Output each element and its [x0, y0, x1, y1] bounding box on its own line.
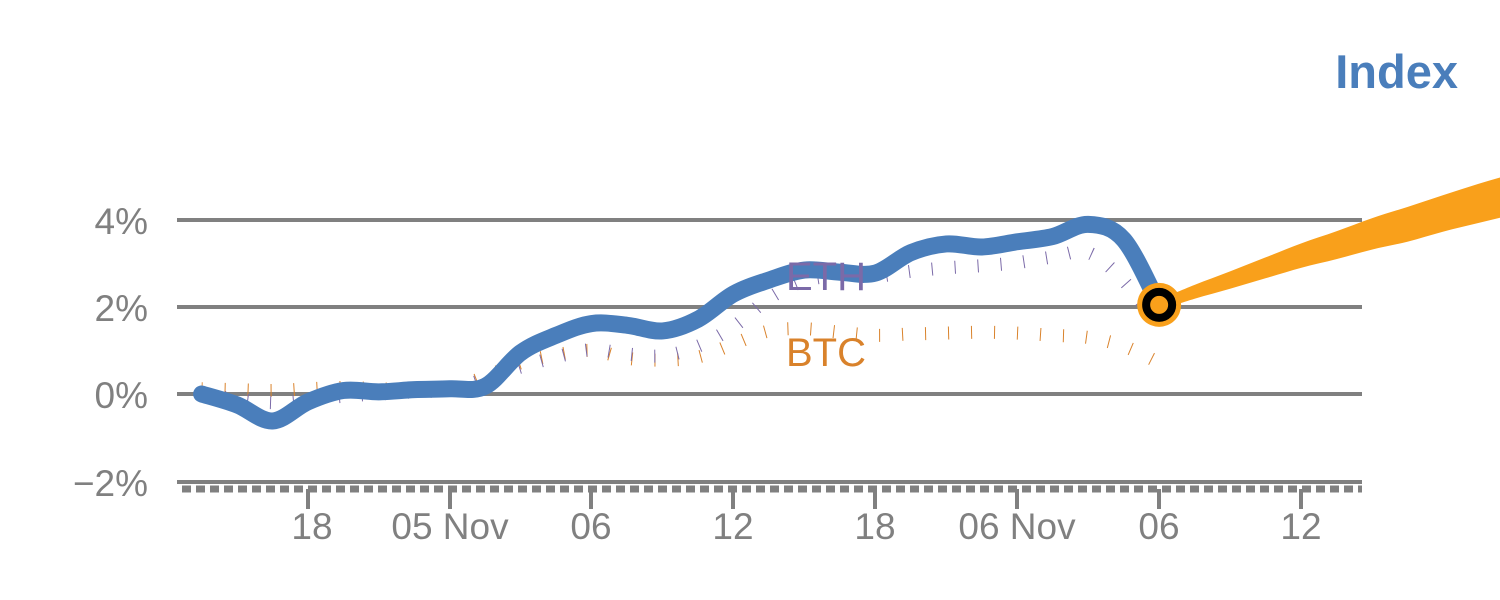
- x-tick-label-5: 06 Nov: [958, 506, 1076, 547]
- series-label-btc: BTC: [786, 331, 866, 375]
- current-point-marker[interactable]: [1142, 287, 1177, 322]
- gridlines: [177, 218, 1362, 484]
- x-tick-label-3: 12: [712, 506, 753, 547]
- x-axis-ticks: [306, 489, 1303, 509]
- x-tick-label-1: 05 Nov: [391, 506, 509, 547]
- y-tick-label-2pct: 2%: [95, 288, 148, 329]
- x-tick-label-0: 18: [291, 506, 332, 547]
- x-tick-label-6: 06: [1138, 506, 1179, 547]
- x-axis-labels: 18 05 Nov 06 12 18 06 Nov 06 12: [291, 506, 1321, 547]
- plot-series-layer: [193, 177, 1500, 430]
- y-tick-label-neg2pct: −2%: [73, 463, 148, 504]
- y-tick-label-4pct: 4%: [95, 201, 148, 242]
- forecast-cone-band: [1159, 177, 1500, 311]
- series-label-eth: ETH: [786, 255, 866, 299]
- series-line-btc: [201, 322, 1162, 398]
- y-tick-label-0pct: 0%: [95, 375, 148, 416]
- y-axis-labels: 4% 2% 0% −2%: [73, 201, 148, 504]
- x-tick-label-4: 18: [854, 506, 895, 547]
- series-line-index: [193, 215, 1168, 430]
- x-tick-label-2: 06: [570, 506, 611, 547]
- page-title: Index: [1335, 45, 1458, 98]
- series-btc: [201, 322, 1162, 398]
- x-tick-label-7: 12: [1280, 506, 1321, 547]
